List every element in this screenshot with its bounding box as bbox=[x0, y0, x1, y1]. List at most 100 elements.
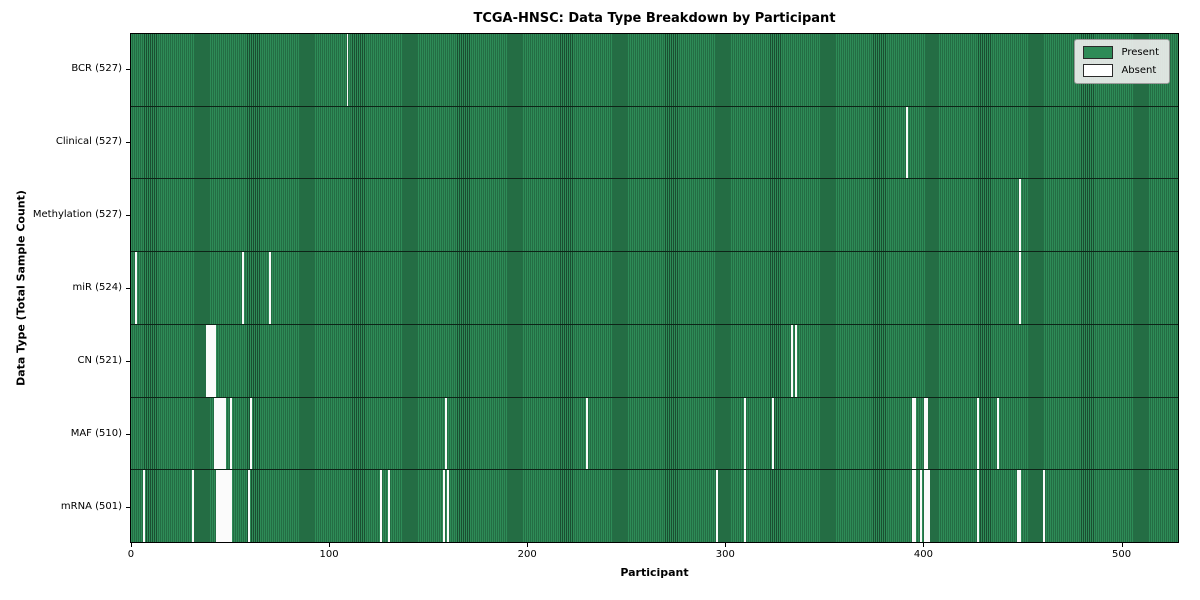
heatmap-row-mrna bbox=[131, 470, 1178, 543]
absent-marker bbox=[223, 470, 226, 543]
absent-marker bbox=[997, 397, 1000, 470]
y-tick-mark bbox=[126, 360, 130, 362]
absent-marker bbox=[216, 397, 218, 470]
absent-marker bbox=[912, 470, 915, 543]
y-tick-label: miR (524) bbox=[72, 282, 122, 293]
absent-marker bbox=[346, 34, 349, 106]
absent-marker bbox=[218, 470, 220, 543]
x-tick-label: 0 bbox=[127, 549, 135, 560]
absent-marker bbox=[443, 470, 446, 543]
absent-marker bbox=[229, 470, 232, 543]
absent-marker bbox=[241, 252, 244, 324]
heatmap-row-bcr bbox=[131, 34, 1178, 107]
y-tick-label: Clinical (527) bbox=[55, 136, 122, 148]
x-axis-title: Participant bbox=[620, 566, 689, 579]
x-tick-mark bbox=[130, 543, 132, 547]
y-tick-mark bbox=[126, 69, 130, 71]
absent-marker bbox=[927, 470, 930, 543]
y-tick-mark bbox=[126, 506, 130, 508]
absent-marker bbox=[214, 397, 217, 470]
absent-marker bbox=[977, 470, 980, 543]
absent-marker bbox=[925, 470, 928, 543]
chart-title: TCGA-HNSC: Data Type Breakdown by Partic… bbox=[473, 11, 836, 26]
absent-swatch bbox=[1083, 64, 1114, 77]
absent-marker bbox=[223, 397, 226, 470]
absent-marker bbox=[1018, 470, 1021, 543]
y-tick-label: Methylation (527) bbox=[32, 209, 122, 221]
absent-marker bbox=[923, 470, 926, 543]
heatmap-row-clinical bbox=[131, 106, 1178, 180]
absent-marker bbox=[210, 324, 213, 397]
absent-marker bbox=[247, 470, 250, 543]
y-tick-label: MAF (510) bbox=[70, 427, 122, 439]
x-tick-label: 200 bbox=[517, 549, 537, 560]
absent-marker bbox=[795, 324, 798, 397]
absent-marker bbox=[229, 397, 232, 470]
y-tick-mark bbox=[126, 142, 130, 144]
absent-marker bbox=[585, 397, 588, 470]
absent-marker bbox=[914, 397, 916, 470]
heatmap-rows bbox=[131, 34, 1178, 543]
absent-marker bbox=[218, 397, 220, 470]
absent-marker bbox=[134, 252, 137, 324]
present-swatch bbox=[1083, 46, 1114, 59]
absent-marker bbox=[214, 324, 217, 397]
absent-marker bbox=[445, 397, 448, 470]
legend-present-label: Present bbox=[1121, 47, 1159, 58]
absent-marker bbox=[206, 324, 209, 397]
y-tick-mark bbox=[126, 433, 130, 435]
absent-marker bbox=[388, 470, 391, 543]
absent-marker bbox=[192, 470, 195, 543]
absent-marker bbox=[925, 397, 928, 470]
x-tick-label: 500 bbox=[1112, 549, 1132, 560]
absent-marker bbox=[1018, 252, 1021, 324]
absent-marker bbox=[716, 470, 719, 543]
absent-marker bbox=[380, 470, 383, 543]
absent-marker bbox=[208, 324, 211, 397]
absent-marker bbox=[743, 397, 746, 470]
x-tick-mark bbox=[329, 543, 331, 547]
legend-absent-label: Absent bbox=[1121, 65, 1157, 76]
legend: Present Absent bbox=[1074, 39, 1170, 84]
absent-marker bbox=[914, 470, 916, 543]
heatmap-row-mir bbox=[131, 252, 1178, 325]
y-tick-label: CN (521) bbox=[77, 354, 122, 366]
absent-marker bbox=[912, 397, 915, 470]
absent-marker bbox=[1018, 179, 1021, 252]
absent-marker bbox=[1042, 470, 1045, 543]
absent-marker bbox=[269, 252, 272, 324]
absent-marker bbox=[219, 397, 222, 470]
absent-marker bbox=[906, 106, 909, 179]
x-tick-label: 400 bbox=[913, 549, 933, 560]
plot-area: Present Absent bbox=[130, 33, 1179, 543]
x-tick-mark bbox=[527, 543, 529, 547]
absent-marker bbox=[923, 397, 926, 470]
absent-marker bbox=[977, 397, 980, 470]
absent-marker bbox=[743, 470, 746, 543]
absent-marker bbox=[142, 470, 145, 543]
absent-marker bbox=[227, 470, 230, 543]
absent-marker bbox=[219, 470, 222, 543]
heatmap-row-cn bbox=[131, 324, 1178, 398]
x-tick-label: 300 bbox=[715, 549, 735, 560]
y-tick-mark bbox=[126, 288, 130, 289]
absent-marker bbox=[249, 397, 252, 470]
y-tick-label: BCR (527) bbox=[71, 63, 122, 75]
x-tick-mark bbox=[1121, 543, 1123, 547]
absent-marker bbox=[447, 470, 450, 543]
x-tick-mark bbox=[725, 543, 727, 547]
absent-marker bbox=[216, 470, 218, 543]
absent-marker bbox=[1016, 470, 1019, 543]
legend-item-absent: Absent bbox=[1083, 64, 1159, 77]
y-tick-mark bbox=[126, 215, 130, 217]
heatmap-row-methylation bbox=[131, 179, 1178, 253]
absent-marker bbox=[225, 470, 228, 543]
absent-marker bbox=[791, 324, 794, 397]
legend-item-present: Present bbox=[1083, 46, 1159, 59]
y-tick-label: mRNA (501) bbox=[60, 500, 122, 512]
absent-marker bbox=[221, 470, 224, 543]
absent-marker bbox=[221, 397, 224, 470]
absent-marker bbox=[212, 324, 215, 397]
absent-marker bbox=[919, 470, 922, 543]
